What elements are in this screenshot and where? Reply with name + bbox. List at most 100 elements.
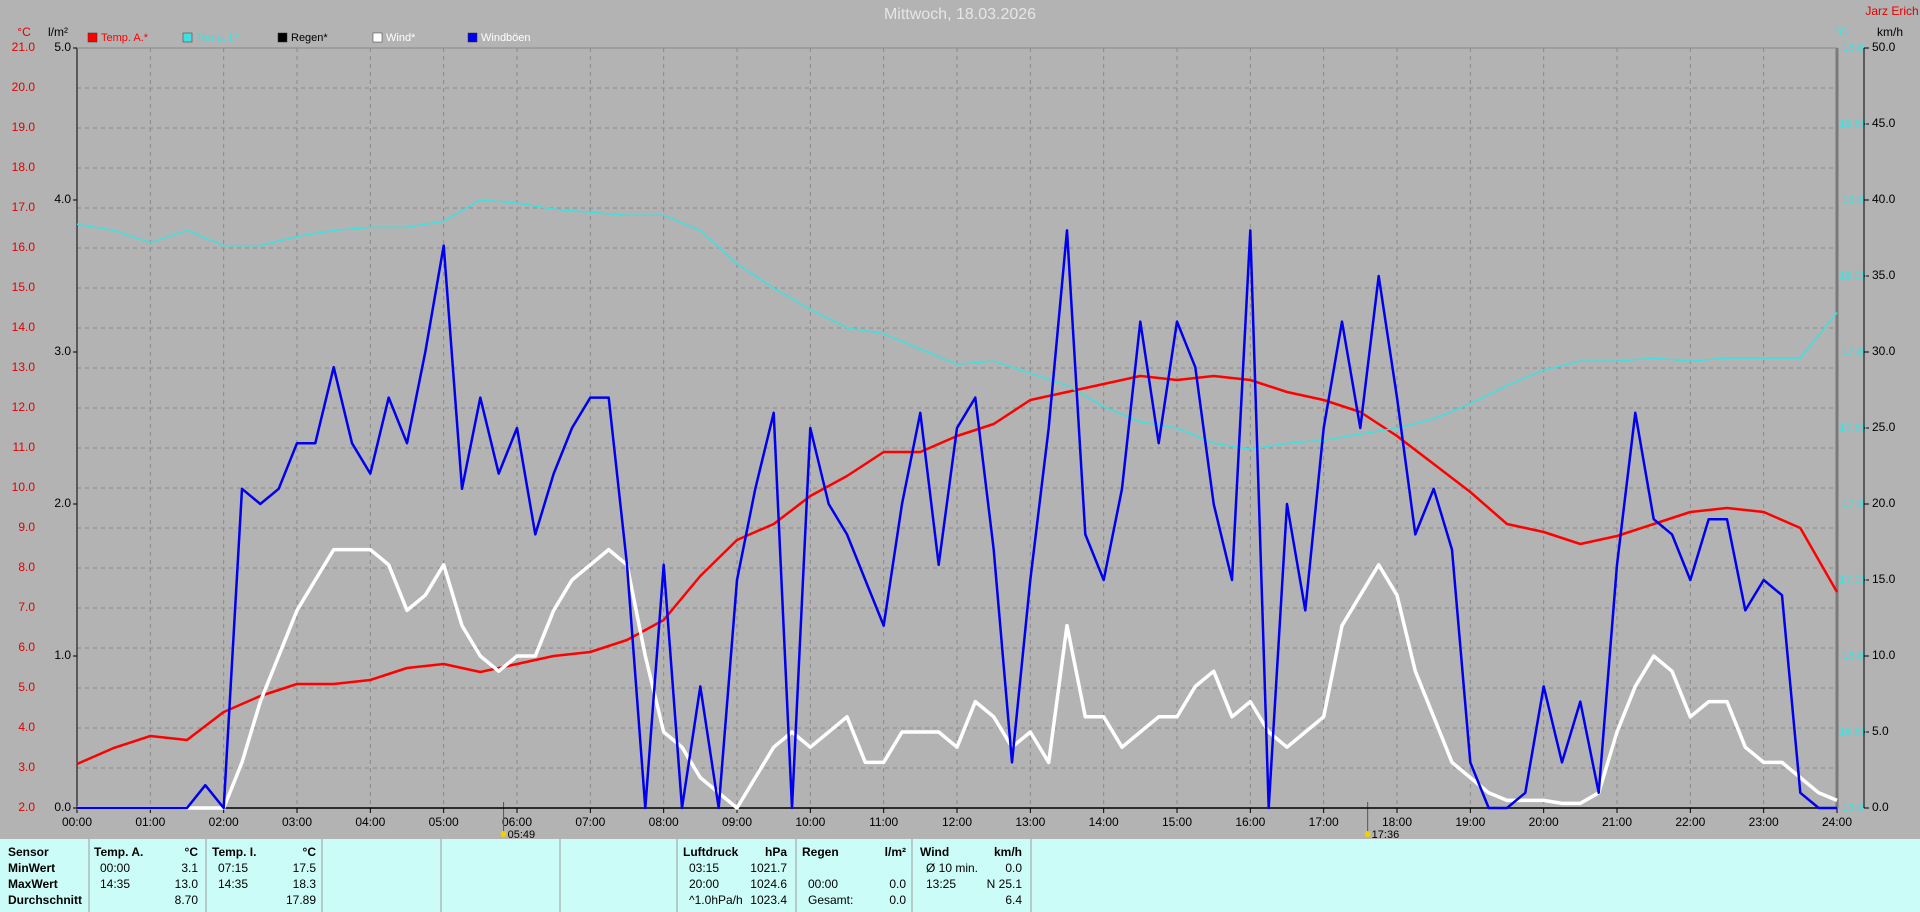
x-tick-label: 10:00 <box>795 815 825 829</box>
y-tick-label: 9.0 <box>18 520 35 534</box>
x-tick-label: 24:00 <box>1822 815 1852 829</box>
table-header: Luftdruck <box>683 845 739 859</box>
x-tick-label: 09:00 <box>722 815 752 829</box>
y-tick-label: 2.0 <box>18 800 35 814</box>
background <box>0 0 1920 839</box>
legend-swatch <box>467 32 478 43</box>
table-time: 14:35 <box>218 877 248 891</box>
x-tick-label: 15:00 <box>1162 815 1192 829</box>
table-value: N 25.1 <box>987 877 1023 891</box>
table-value: 0.0 <box>889 877 906 891</box>
y3-tick-label: 5.0 <box>1872 724 1889 738</box>
table-row-label: MinWert <box>8 861 55 875</box>
y-tick-label: 10.0 <box>12 480 36 494</box>
y4-tick-label: 17.3 <box>1842 498 1863 510</box>
table-header: Regen <box>802 845 839 859</box>
x-tick-label: 21:00 <box>1602 815 1632 829</box>
y-tick-label: 5.0 <box>18 680 35 694</box>
table-time: 20:00 <box>689 877 719 891</box>
y4-tick-label: 18.05 <box>1839 270 1867 282</box>
y4-tick-label: 18.8 <box>1842 42 1863 54</box>
table-time: 03:15 <box>689 861 719 875</box>
table-unit: °C <box>303 845 317 859</box>
table-value: 0.0 <box>889 893 906 907</box>
x-tick-label: 22:00 <box>1675 815 1705 829</box>
x-tick-label: 14:00 <box>1089 815 1119 829</box>
x-tick-label: 01:00 <box>135 815 165 829</box>
table-value: 17.5 <box>293 861 317 875</box>
y-tick-label: 3.0 <box>18 760 35 774</box>
legend-label: Temp. A.* <box>101 32 149 44</box>
y2-tick-label: 2.0 <box>54 496 71 510</box>
x-tick-label: 07:00 <box>575 815 605 829</box>
legend-label: Windböen <box>481 32 531 44</box>
y4-tick-label: 17.8 <box>1842 346 1863 358</box>
y2-tick-label: 3.0 <box>54 344 71 358</box>
table-value: 1023.4 <box>750 893 787 907</box>
sun-marker-label: 17:36 <box>1372 829 1400 841</box>
table-value: 3.1 <box>181 861 198 875</box>
x-tick-label: 02:00 <box>209 815 239 829</box>
table-time: 14:35 <box>100 877 130 891</box>
y4-tick-label: 17.05 <box>1839 574 1867 586</box>
table-header: Wind <box>920 845 949 859</box>
sun-icon <box>1364 831 1371 837</box>
table-background <box>0 839 1920 912</box>
y3-tick-label: 20.0 <box>1872 496 1896 510</box>
legend-swatch <box>372 32 383 43</box>
y2-tick-label: 1.0 <box>54 648 71 662</box>
y3-tick-label: 25.0 <box>1872 420 1896 434</box>
y-tick-label: 15.0 <box>12 280 36 294</box>
table-time: Ø 10 min. <box>926 861 978 875</box>
y2-axis-unit: l/m² <box>48 25 68 39</box>
table-time: 00:00 <box>100 861 130 875</box>
y-tick-label: 12.0 <box>12 400 36 414</box>
station-name: Jarz Erich <box>1865 4 1918 18</box>
y4-axis-unit: °C <box>1834 25 1848 39</box>
table-time: 07:15 <box>218 861 248 875</box>
table-value: 13.0 <box>175 877 199 891</box>
y2-tick-label: 4.0 <box>54 192 71 206</box>
legend-swatch <box>277 32 288 43</box>
y-tick-label: 21.0 <box>12 40 36 54</box>
table-time: 00:00 <box>808 877 838 891</box>
y-tick-label: 20.0 <box>12 80 36 94</box>
table-unit: °C <box>185 845 199 859</box>
y4-tick-label: 16.8 <box>1842 650 1863 662</box>
y-tick-label: 4.0 <box>18 720 35 734</box>
y-tick-label: 16.0 <box>12 240 36 254</box>
table-header: Temp. I. <box>212 845 256 859</box>
y-tick-label: 7.0 <box>18 600 35 614</box>
table-header: Temp. A. <box>94 845 143 859</box>
x-tick-label: 17:00 <box>1309 815 1339 829</box>
x-tick-label: 19:00 <box>1455 815 1485 829</box>
table-unit: hPa <box>765 845 787 859</box>
y4-tick-label: 16.55 <box>1839 726 1867 738</box>
y4-tick-label: 18.3 <box>1842 194 1863 206</box>
legend-label: Wind* <box>386 32 416 44</box>
y4-tick-label: 17.55 <box>1839 422 1867 434</box>
x-tick-label: 12:00 <box>942 815 972 829</box>
legend-swatch <box>87 32 98 43</box>
table-time: Gesamt: <box>808 893 853 907</box>
table-time: ^1.0hPa/h <box>689 893 743 907</box>
x-tick-label: 04:00 <box>355 815 385 829</box>
y3-tick-label: 40.0 <box>1872 192 1896 206</box>
y-tick-label: 11.0 <box>13 440 36 454</box>
y4-tick-label: 16.3 <box>1842 802 1863 814</box>
table-row-label: Durchschnitt <box>8 893 82 907</box>
y3-tick-label: 35.0 <box>1872 268 1896 282</box>
x-tick-label: 20:00 <box>1529 815 1559 829</box>
table-unit: km/h <box>994 845 1022 859</box>
y3-tick-label: 10.0 <box>1872 648 1896 662</box>
x-tick-label: 05:00 <box>429 815 459 829</box>
chart-title: Mittwoch, 18.03.2026 <box>884 6 1036 23</box>
table-value: 8.70 <box>175 893 199 907</box>
table-value: 0.0 <box>1005 861 1022 875</box>
table-header: Sensor <box>8 845 49 859</box>
y3-tick-label: 50.0 <box>1872 40 1896 54</box>
x-tick-label: 06:00 <box>502 815 532 829</box>
x-tick-label: 16:00 <box>1235 815 1265 829</box>
x-tick-label: 00:00 <box>62 815 92 829</box>
x-tick-label: 18:00 <box>1382 815 1412 829</box>
